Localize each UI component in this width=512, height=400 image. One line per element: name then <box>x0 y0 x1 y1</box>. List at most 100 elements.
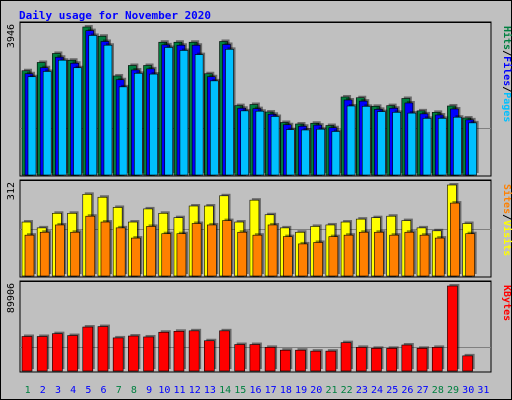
bar-sites-day-19 <box>298 243 308 277</box>
bar-kbytes-day-20 <box>310 350 321 372</box>
bar-kbytes-day-16 <box>249 344 261 372</box>
bar-pages-day-3 <box>58 59 67 176</box>
bar-sites-day-8 <box>131 237 141 277</box>
bar-kbytes-day-3 <box>52 333 63 372</box>
legend-entry-visits: Visits <box>501 220 512 256</box>
bar-kbytes-day-29 <box>447 285 458 372</box>
x-tick-label-day-14: 14 <box>219 385 231 396</box>
bar-sites-day-2 <box>39 231 50 277</box>
x-tick-label-day-7: 7 <box>116 385 122 396</box>
bar-pages-day-10 <box>164 47 174 176</box>
x-tick-label-day-19: 19 <box>295 385 307 396</box>
bar-pages-day-12 <box>194 54 204 176</box>
bar-pages-day-26 <box>407 112 417 176</box>
x-tick-label-day-13: 13 <box>204 385 216 396</box>
bar-kbytes-day-28 <box>431 347 443 372</box>
bar-kbytes-day-7 <box>112 337 124 372</box>
bar-sites-day-4 <box>70 231 80 277</box>
bar-pages-day-24 <box>377 111 386 176</box>
bar-kbytes-day-4 <box>67 335 78 372</box>
bar-pages-day-22 <box>346 105 356 176</box>
x-tick-label-day-1: 1 <box>25 385 31 396</box>
bar-pages-day-13 <box>210 80 219 176</box>
bar-pages-day-2 <box>42 71 52 176</box>
bar-pages-day-4 <box>73 67 82 176</box>
bar-kbytes-day-13 <box>204 340 215 372</box>
bar-kbytes-day-30 <box>462 355 473 372</box>
bar-kbytes-day-19 <box>295 349 306 372</box>
bar-sites-day-20 <box>313 242 323 277</box>
bar-pages-day-18 <box>285 129 295 176</box>
bar-kbytes-day-26 <box>401 344 413 372</box>
x-tick-label-day-11: 11 <box>174 385 186 396</box>
bar-sites-day-16 <box>252 234 263 277</box>
x-tick-label-day-31: 31 <box>477 385 489 396</box>
bar-pages-day-20 <box>316 128 325 176</box>
bar-pages-day-19 <box>301 129 310 176</box>
x-tick-label-day-5: 5 <box>85 385 91 396</box>
bar-sites-day-28 <box>434 237 445 277</box>
x-tick-label-day-10: 10 <box>158 385 170 396</box>
bar-sites-day-13 <box>207 224 217 277</box>
bar-kbytes-day-2 <box>36 336 48 372</box>
legend-entry-separator: / <box>501 214 512 220</box>
bar-kbytes-day-8 <box>128 335 139 372</box>
x-tick-label-day-4: 4 <box>70 385 76 396</box>
bar-sites-day-9 <box>146 226 156 277</box>
bar-kbytes-day-12 <box>188 330 200 372</box>
legend-entry-kbytes: KBytes <box>501 285 512 321</box>
bar-pages-day-17 <box>270 116 280 176</box>
x-tick-label-day-25: 25 <box>386 385 398 396</box>
bar-sites-day-5 <box>85 215 96 277</box>
bar-sites-day-17 <box>267 224 278 277</box>
bar-sites-day-27 <box>419 234 430 277</box>
x-tick-label-day-23: 23 <box>356 385 368 396</box>
bar-pages-day-27 <box>422 118 432 176</box>
bar-sites-day-7 <box>115 227 126 277</box>
bar-pages-day-14 <box>225 49 234 176</box>
bar-pages-day-28 <box>437 118 447 176</box>
bar-pages-day-8 <box>134 73 143 176</box>
bar-kbytes-day-15 <box>234 344 246 372</box>
x-tick-label-day-12: 12 <box>189 385 201 396</box>
bar-kbytes-day-18 <box>279 349 291 372</box>
bar-kbytes-day-25 <box>386 348 397 372</box>
y-max-label-visits-sites: 312 <box>6 182 17 200</box>
bar-kbytes-day-6 <box>97 326 109 372</box>
x-tick-label-day-2: 2 <box>40 385 46 396</box>
legend-entry-sites: Sites <box>501 184 512 214</box>
bar-sites-day-3 <box>55 224 65 277</box>
bar-pages-day-5 <box>88 35 98 176</box>
bar-sites-day-14 <box>222 220 232 277</box>
bar-kbytes-day-1 <box>21 336 33 372</box>
bar-kbytes-day-17 <box>264 347 276 372</box>
x-tick-label-day-30: 30 <box>462 385 474 396</box>
x-tick-label-day-15: 15 <box>234 385 246 396</box>
legend-kbytes: KBytes <box>501 285 512 321</box>
x-tick-label-day-3: 3 <box>55 385 61 396</box>
bar-sites-day-23 <box>358 231 369 277</box>
bar-sites-day-15 <box>237 231 248 277</box>
legend-hits-files-pages: Hits/Files/Pages <box>501 26 512 122</box>
bar-sites-day-29 <box>450 202 460 277</box>
bar-pages-day-6 <box>103 44 113 176</box>
legend-entry-files: Files <box>501 56 512 86</box>
legend-entry-separator: / <box>501 86 512 92</box>
legend-entry-pages: Pages <box>501 92 512 122</box>
bar-kbytes-day-14 <box>219 330 230 372</box>
bar-sites-day-18 <box>282 236 293 277</box>
legend-entry-separator: / <box>501 50 512 56</box>
y-max-label-hits-files-pages: 3946 <box>6 24 17 48</box>
bar-kbytes-day-24 <box>371 348 382 372</box>
x-tick-label-day-22: 22 <box>341 385 353 396</box>
bar-sites-day-30 <box>465 233 475 277</box>
bar-pages-day-11 <box>179 50 189 176</box>
y-max-label-kbytes: 89906 <box>6 283 17 313</box>
x-tick-label-day-26: 26 <box>401 385 413 396</box>
bar-sites-day-1 <box>24 234 35 277</box>
bar-pages-day-23 <box>361 106 371 176</box>
bar-kbytes-day-23 <box>355 347 367 372</box>
x-tick-label-day-20: 20 <box>310 385 322 396</box>
legend-visits-sites: Sites/Visits <box>501 184 512 256</box>
x-tick-label-day-24: 24 <box>371 385 383 396</box>
